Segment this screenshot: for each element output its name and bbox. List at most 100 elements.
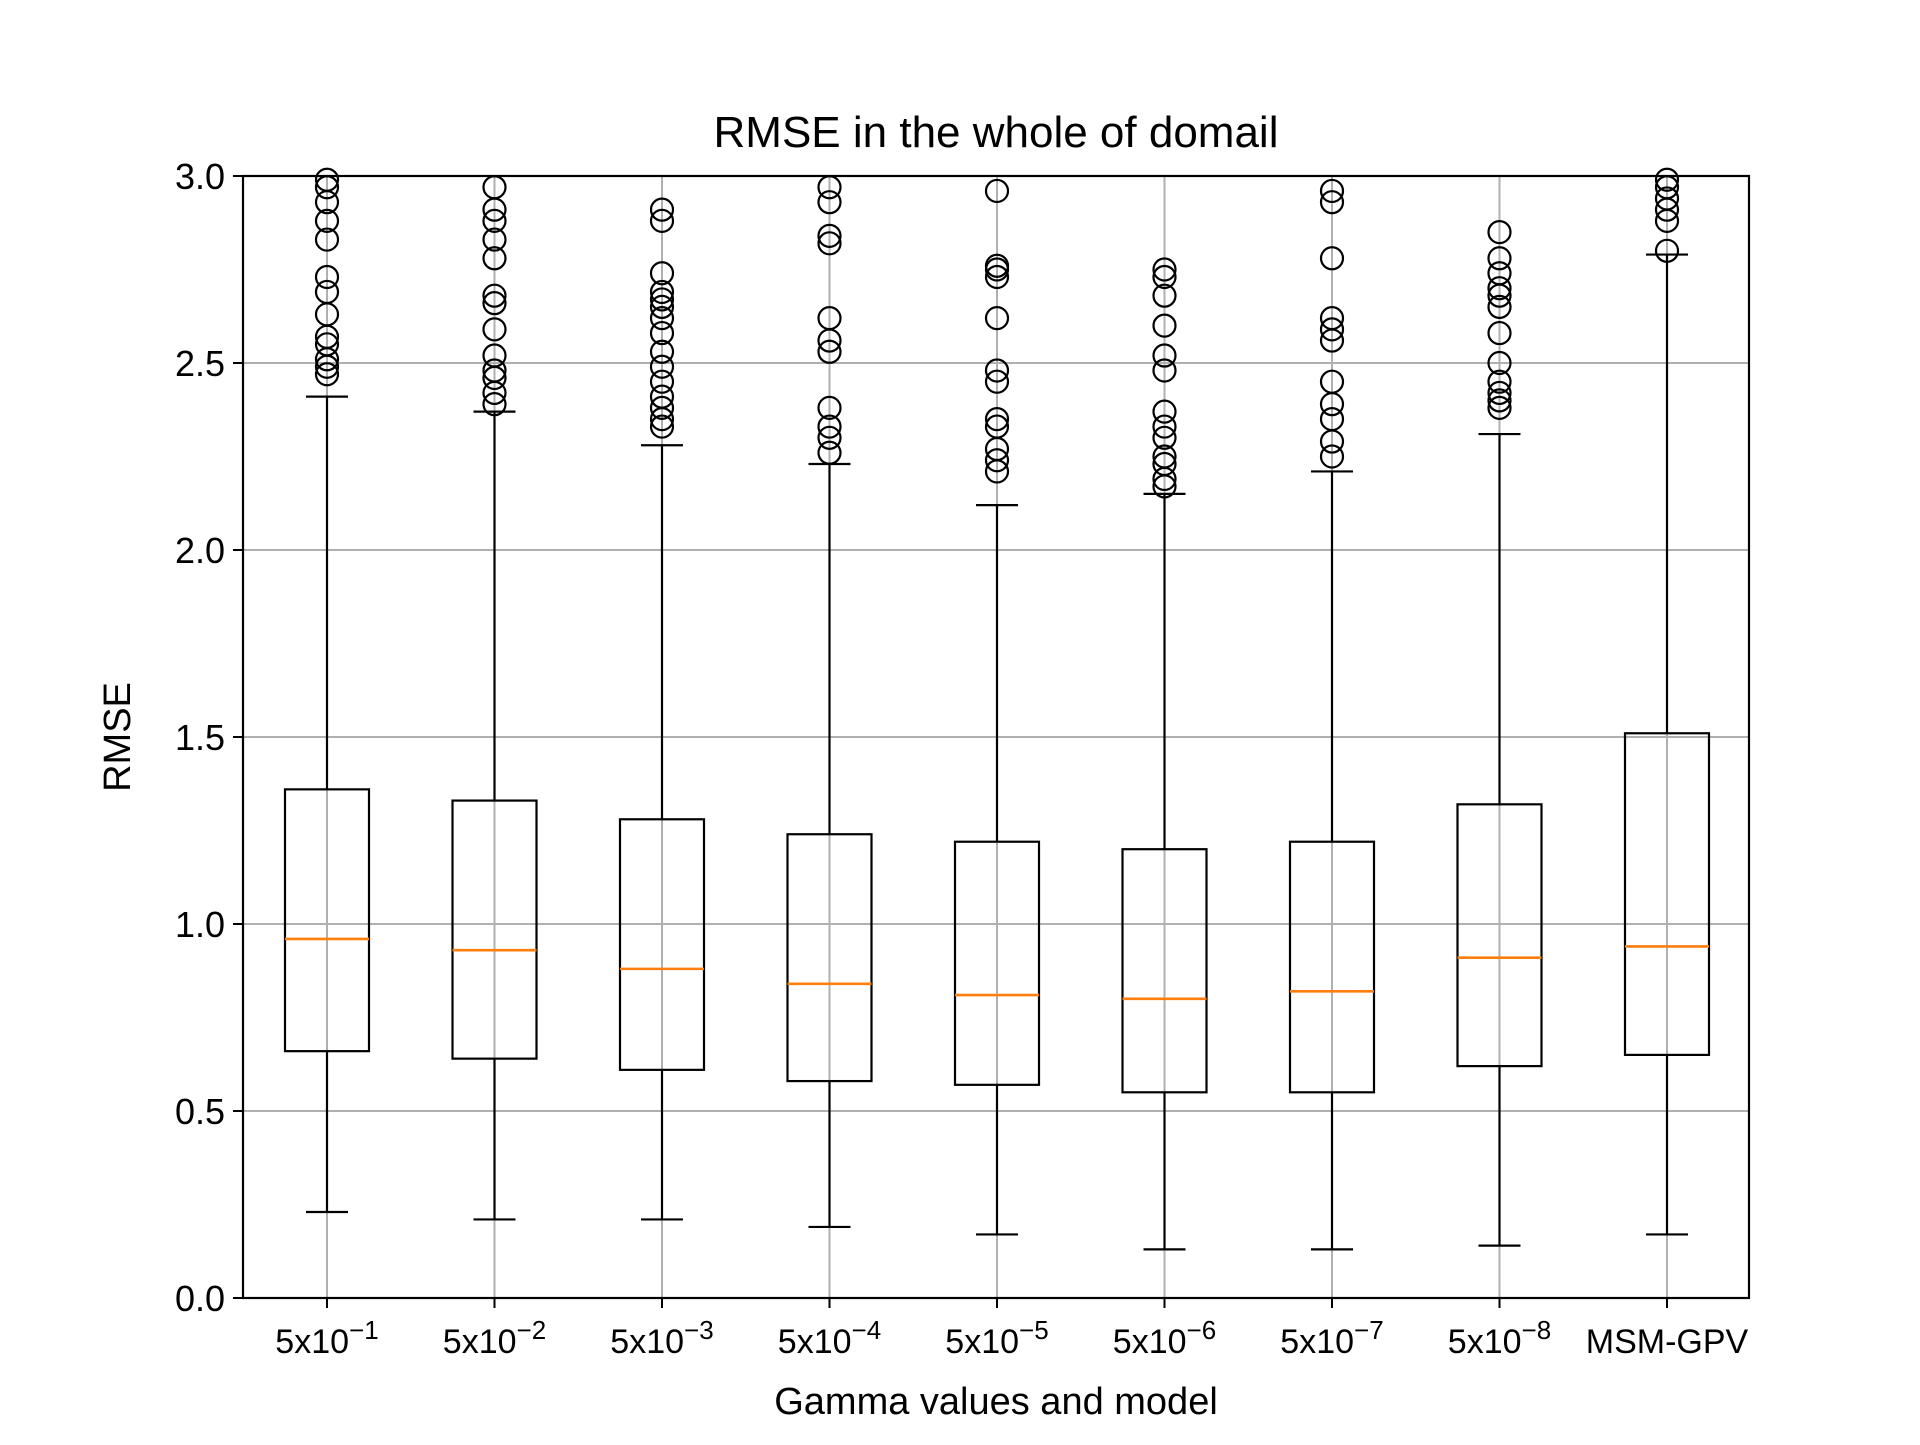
outlier-point <box>1319 444 1345 469</box>
box-5 <box>953 178 1041 1236</box>
chart-title: RMSE in the whole of domail <box>714 108 1279 157</box>
x-tick-label: 5x10−2 <box>443 1315 546 1361</box>
iqr-box <box>1623 732 1711 1057</box>
box-8 <box>1456 220 1543 1247</box>
x-tick-label-exponent: −8 <box>1522 1315 1552 1345</box>
outlier-point <box>817 395 842 420</box>
x-tick-label: 5x10−7 <box>1280 1315 1383 1361</box>
outlier-point <box>1487 261 1512 286</box>
outlier-point <box>482 208 507 233</box>
x-tick-label-exponent: −5 <box>1019 1315 1049 1345</box>
box-2 <box>451 175 538 1221</box>
outlier-point <box>1654 167 1680 192</box>
outlier-point <box>649 369 675 394</box>
outlier-point <box>482 343 507 368</box>
outlier-point <box>984 407 1010 432</box>
x-tick-label-base: 5x10 <box>778 1323 852 1361</box>
x-tick-label: 5x10−4 <box>778 1315 881 1361</box>
iqr-box <box>618 818 706 1071</box>
outlier-point <box>314 362 340 387</box>
outlier-point <box>817 190 842 215</box>
x-tick-label-exponent: −6 <box>1187 1315 1217 1345</box>
outlier-point <box>984 414 1010 439</box>
outlier-point <box>649 384 675 409</box>
x-axis-label: Gamma values and model <box>774 1381 1218 1423</box>
box-9 <box>1623 167 1711 1236</box>
outlier-point <box>314 264 340 290</box>
outlier-point <box>1319 407 1345 432</box>
outlier-point <box>482 358 507 383</box>
x-tick-label: 5x10−5 <box>945 1315 1048 1361</box>
outlier-point <box>482 283 507 308</box>
outlier-point <box>649 261 675 286</box>
box-1 <box>283 167 371 1214</box>
outlier-point <box>1319 369 1345 394</box>
outlier-point <box>1319 317 1345 342</box>
outlier-point <box>1152 313 1177 338</box>
outlier-point <box>1152 283 1177 308</box>
outlier-point <box>817 306 842 331</box>
x-tick-label-exponent: −2 <box>517 1315 547 1345</box>
outlier-point <box>1152 399 1177 424</box>
x-tick-label-base: 5x10 <box>443 1323 517 1361</box>
box-7 <box>1288 178 1376 1251</box>
outlier-point <box>984 264 1010 290</box>
outlier-point <box>984 306 1010 331</box>
outlier-point <box>649 354 675 379</box>
y-tick-label: 1.5 <box>175 717 225 758</box>
x-tick-label: 5x10−6 <box>1113 1315 1216 1361</box>
y-tick-label: 0.5 <box>175 1091 225 1132</box>
outlier-point <box>314 227 340 252</box>
outlier-point <box>649 287 675 312</box>
outlier-point <box>1487 220 1512 245</box>
x-axis: 5x10−1 5x10−2 5x10−3 5x10−4 5x10−5 5x10−6 5x10… <box>275 1298 1749 1361</box>
outlier-point <box>1152 257 1177 282</box>
outlier-point <box>1152 444 1177 469</box>
y-axis-label: RMSE <box>97 682 139 792</box>
outlier-point <box>984 358 1010 383</box>
x-tick-label-base: 5x10 <box>1448 1323 1522 1361</box>
y-tick-label: 2.5 <box>175 343 225 384</box>
x-tick-label-base: 5x10 <box>610 1323 684 1361</box>
outlier-point <box>649 414 675 439</box>
outlier-point <box>984 448 1010 473</box>
box-4 <box>786 175 873 1229</box>
x-tick-label-exponent: −4 <box>852 1315 882 1345</box>
outlier-point <box>1152 358 1177 383</box>
outlier-point <box>649 279 675 305</box>
outlier-point <box>1487 350 1512 376</box>
outlier-point <box>649 197 675 222</box>
outlier-point <box>984 253 1010 278</box>
x-tick-label-exponent: −7 <box>1354 1315 1384 1345</box>
outlier-point <box>1152 451 1177 477</box>
outlier-point <box>482 291 507 316</box>
outlier-point <box>1152 414 1177 439</box>
outlier-point <box>984 369 1010 394</box>
outlier-point <box>649 395 675 420</box>
outlier-point <box>649 339 675 364</box>
iqr-box <box>1288 840 1376 1094</box>
outlier-point <box>1319 306 1345 331</box>
x-tick-label-base: 5x10 <box>275 1323 349 1361</box>
outlier-point <box>817 414 842 439</box>
outlier-point <box>1487 276 1512 301</box>
iqr-box <box>451 799 538 1060</box>
outlier-point <box>1487 380 1512 406</box>
iqr-box <box>1456 803 1543 1068</box>
outlier-point <box>1152 343 1177 368</box>
outlier-point <box>817 425 842 450</box>
iqr-box <box>283 788 371 1053</box>
outlier-point <box>817 339 842 364</box>
outlier-point <box>1654 238 1680 263</box>
outlier-point <box>1487 395 1512 420</box>
outlier-point <box>482 317 507 342</box>
box-series <box>283 167 1711 1251</box>
outlier-point <box>649 320 675 346</box>
outlier-point <box>649 208 675 233</box>
x-tick-label-base: 5x10 <box>1280 1323 1354 1361</box>
y-tick-label: 2.0 <box>175 530 225 571</box>
x-tick-label: 5x10−1 <box>275 1315 378 1361</box>
outlier-point <box>482 227 507 252</box>
x-tick-label-exponent: −3 <box>684 1315 714 1345</box>
